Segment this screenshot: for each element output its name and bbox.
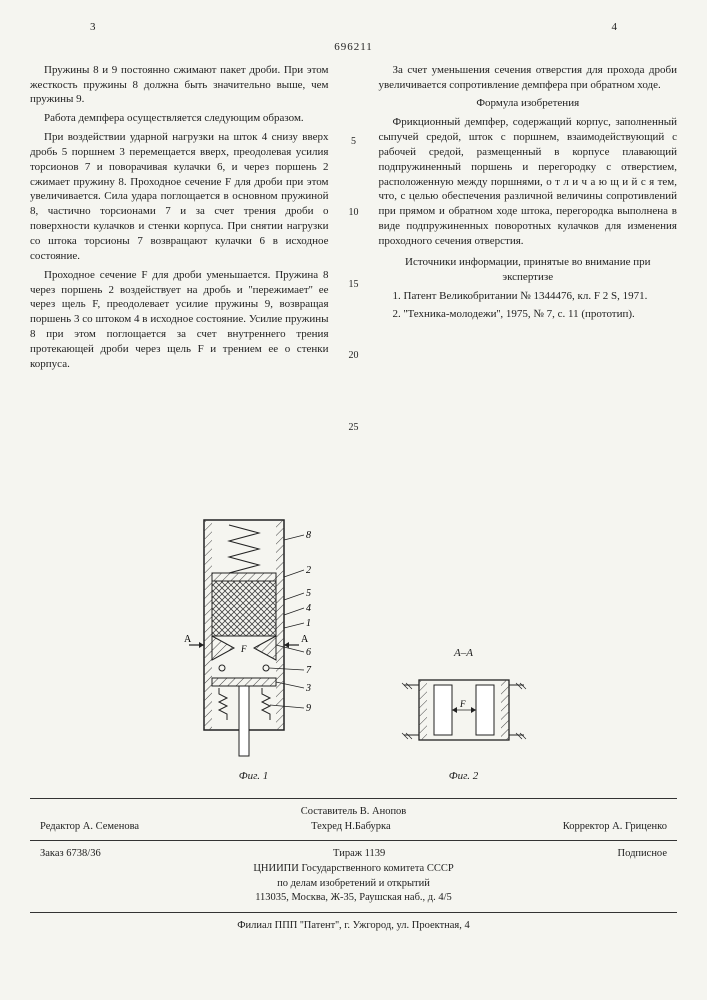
page-num-right: 4 (612, 20, 618, 35)
svg-text:6: 6 (306, 647, 311, 658)
org-line2: по делам изобретений и открытий (30, 877, 677, 892)
svg-text:8: 8 (306, 530, 311, 541)
text-columns: Пружины 8 и 9 постоянно сжимают пакет др… (30, 63, 677, 493)
svg-text:1: 1 (306, 618, 311, 629)
source-item: 2. ''Техника-молодежи'', 1975, № 7, с. 1… (379, 307, 678, 322)
right-column: За счет уменьшения сечения отверстия для… (379, 63, 678, 493)
figure-2: А–А F (394, 646, 534, 784)
svg-text:F: F (459, 699, 466, 709)
separator (30, 798, 677, 799)
section-mark: А (184, 634, 192, 645)
section-mark: А (301, 634, 309, 645)
branch: Филиал ППП ''Патент'', г. Ужгород, ул. П… (30, 919, 677, 934)
subscription: Подписное (618, 847, 667, 862)
editor: Редактор А. Семенова (40, 820, 139, 835)
separator (30, 840, 677, 841)
para: Работа демпфера осуществляется следующим… (30, 111, 329, 126)
formula-title: Формула изобретения (379, 96, 678, 111)
line-num: 10 (347, 206, 361, 220)
para: За счет уменьшения сечения отверстия для… (379, 63, 678, 93)
tech-editor: Техред Н.Бабурка (311, 820, 390, 835)
fig1-svg: F А А 8 2 5 4 (174, 510, 334, 760)
address: 113035, Москва, Ж-35, Раушская наб., д. … (30, 891, 677, 906)
page-header: 3 4 (30, 20, 677, 40)
fig1-caption: Фиг. 1 (174, 769, 334, 784)
footer-print-info: Заказ 6738/36 Тираж 1139 Подписное (30, 847, 677, 862)
document-number: 696211 (30, 40, 677, 55)
figures-block: F А А 8 2 5 4 (30, 510, 677, 784)
svg-text:4: 4 (306, 603, 311, 614)
svg-text:9: 9 (306, 703, 311, 714)
tirage: Тираж 1139 (333, 847, 385, 862)
line-numbers: 5 10 15 20 25 (347, 63, 361, 493)
page-num-left: 3 (90, 20, 96, 35)
line-num: 15 (347, 278, 361, 292)
para: При воздействии ударной нагрузки на шток… (30, 130, 329, 264)
source-item: 1. Патент Великобритании № 1344476, кл. … (379, 289, 678, 304)
order-num: Заказ 6738/36 (40, 847, 101, 862)
org-line1: ЦНИИПИ Государственного комитета СССР (30, 862, 677, 877)
left-column: Пружины 8 и 9 постоянно сжимают пакет др… (30, 63, 329, 493)
corrector: Корректор А. Гриценко (563, 820, 667, 835)
fig2-section-label: А–А (394, 646, 534, 661)
svg-text:3: 3 (305, 683, 311, 694)
compiler: Составитель В. Анопов (30, 805, 677, 820)
para: Пружины 8 и 9 постоянно сжимают пакет др… (30, 63, 329, 108)
svg-text:F: F (240, 644, 247, 654)
line-num: 25 (347, 421, 361, 435)
separator (30, 912, 677, 913)
fig2-caption: Фиг. 2 (394, 769, 534, 784)
line-num: 20 (347, 349, 361, 363)
footer: Составитель В. Анопов Редактор А. Семено… (30, 805, 677, 934)
sources-title: Источники информации, принятые во вниман… (379, 255, 678, 285)
svg-text:7: 7 (306, 665, 312, 676)
footer-credits: Редактор А. Семенова Техред Н.Бабурка Ко… (30, 820, 677, 835)
para: Проходное сечение F для дроби уменьшаетс… (30, 268, 329, 372)
claim: Фрикционный демпфер, содержащий корпус, … (379, 115, 678, 249)
svg-text:5: 5 (306, 588, 311, 599)
svg-text:2: 2 (306, 565, 311, 576)
line-num: 5 (347, 135, 361, 149)
fig2-svg: F (394, 665, 534, 760)
figure-1: F А А 8 2 5 4 (174, 510, 334, 784)
